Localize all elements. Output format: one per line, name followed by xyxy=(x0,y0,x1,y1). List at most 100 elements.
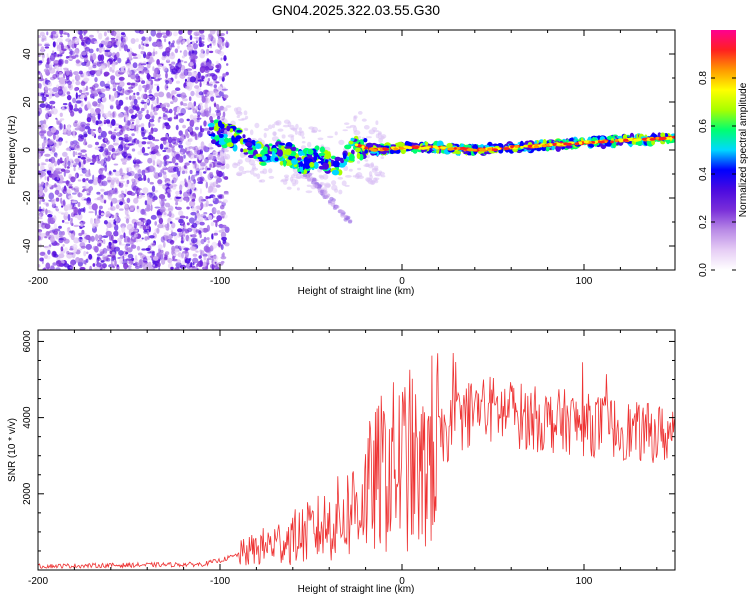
heatmap-noise-cell xyxy=(167,136,173,144)
heatmap-branch-cell xyxy=(340,209,345,214)
heatmap-noise-cell xyxy=(164,38,167,43)
heatmap-noise-cell xyxy=(197,215,204,222)
heatmap-noise-cell xyxy=(134,166,140,171)
heatmap-noise-cell xyxy=(100,251,105,255)
heatmap-noise-cell xyxy=(58,119,63,123)
heatmap-noise-cell xyxy=(221,76,225,82)
heatmap-noise-cell xyxy=(177,252,183,258)
heatmap-noise-cell xyxy=(131,257,135,261)
heatmap-noise-cell xyxy=(141,131,145,138)
heatmap-noise-cell xyxy=(104,137,108,142)
heatmap-noise-cell xyxy=(152,198,155,202)
heatmap-noise-cell xyxy=(162,234,169,241)
heatmap-noise-cell xyxy=(67,40,73,47)
heatmap-noise-cell xyxy=(101,263,107,269)
heatmap-haze-cell xyxy=(238,166,245,172)
heatmap-noise-cell xyxy=(70,212,76,218)
heatmap-noise-cell xyxy=(172,40,175,44)
heatmap-noise-cell xyxy=(209,106,212,114)
heatmap-noise-cell xyxy=(132,236,135,240)
y-tick-label: 40 xyxy=(22,48,33,60)
heatmap-peak-cell xyxy=(470,148,478,152)
heatmap-noise-cell xyxy=(38,186,44,191)
heatmap-noise-cell xyxy=(205,200,209,207)
heatmap-noise-cell xyxy=(140,128,147,135)
heatmap-noise-cell xyxy=(91,116,97,122)
heatmap-noise-cell xyxy=(141,146,146,154)
heatmap-noise-cell xyxy=(111,69,115,73)
heatmap-noise-cell xyxy=(178,144,180,148)
heatmap-noise-cell xyxy=(157,77,162,81)
heatmap-noise-cell xyxy=(188,160,192,163)
heatmap-haze-cell xyxy=(307,141,312,148)
heatmap-noise-cell xyxy=(171,222,176,229)
heatmap-noise-cell xyxy=(38,71,41,74)
heatmap-noise-cell xyxy=(138,44,141,50)
heatmap-noise-cell xyxy=(198,104,204,109)
heatmap-noise-cell xyxy=(157,244,163,250)
heatmap-noise-cell xyxy=(62,103,68,106)
heatmap-noise-cell xyxy=(157,223,164,229)
heatmap-peak-cell xyxy=(487,147,493,151)
heatmap-noise-cell xyxy=(163,232,169,236)
heatmap-noise-cell xyxy=(55,197,60,202)
heatmap-noise-cell xyxy=(113,177,120,183)
heatmap-noise-cell xyxy=(128,86,134,90)
heatmap-peak-cell xyxy=(466,148,473,152)
heatmap-signal-cell xyxy=(268,143,273,147)
heatmap-noise-cell xyxy=(73,207,79,214)
heatmap-noise-cell xyxy=(77,75,81,81)
heatmap-noise-cell xyxy=(64,247,68,252)
heatmap-noise-cell xyxy=(123,44,128,52)
heatmap-noise-cell xyxy=(224,41,230,48)
x-tick-label: 100 xyxy=(576,576,593,587)
heatmap-noise-cell xyxy=(208,185,214,192)
heatmap-noise-cell xyxy=(128,136,132,142)
heatmap-noise-cell xyxy=(175,92,182,95)
heatmap-noise-cell xyxy=(110,131,117,136)
heatmap-haze-cell xyxy=(322,173,329,180)
heatmap-noise-cell xyxy=(109,170,112,175)
heatmap-peak-cell xyxy=(578,141,583,145)
heatmap-noise-cell xyxy=(136,110,143,114)
heatmap-noise-cell xyxy=(144,200,148,206)
heatmap-noise-cell xyxy=(50,156,56,164)
heatmap-noise-cell xyxy=(179,73,186,79)
heatmap-noise-cell xyxy=(156,41,163,47)
heatmap-noise-cell xyxy=(199,108,205,113)
heatmap-noise-cell xyxy=(164,224,170,228)
heatmap-noise-cell xyxy=(178,113,185,116)
heatmap-haze-cell xyxy=(238,118,245,121)
heatmap-noise-cell xyxy=(64,59,69,64)
heatmap-noise-cell xyxy=(113,230,119,237)
heatmap-noise-cell xyxy=(77,155,82,159)
heatmap-noise-cell xyxy=(60,168,66,172)
heatmap-branch-cell xyxy=(335,205,340,209)
x-tick-label: 0 xyxy=(399,576,405,587)
heatmap-noise-cell xyxy=(186,81,192,87)
heatmap-haze-cell xyxy=(341,180,347,186)
heatmap-noise-cell xyxy=(184,178,187,183)
heatmap-noise-cell xyxy=(68,195,73,200)
heatmap-peak-cell xyxy=(453,147,457,150)
heatmap-noise-cell xyxy=(109,86,114,89)
heatmap-noise-cell xyxy=(162,66,168,72)
x-tick-label: 0 xyxy=(399,276,405,287)
heatmap-haze-cell xyxy=(267,124,273,130)
heatmap-haze-cell xyxy=(353,116,357,122)
heatmap-noise-cell xyxy=(60,233,65,236)
heatmap-noise-cell xyxy=(174,111,177,116)
heatmap-noise-cell xyxy=(104,49,111,53)
heatmap-noise-cell xyxy=(192,253,198,257)
heatmap-noise-cell xyxy=(78,191,81,198)
heatmap-noise-cell xyxy=(191,237,198,244)
heatmap-noise-cell xyxy=(212,195,216,202)
heatmap-noise-cell xyxy=(50,227,56,230)
heatmap-noise-cell xyxy=(214,49,220,54)
heatmap-noise-cell xyxy=(67,227,71,230)
heatmap-noise-cell xyxy=(210,221,215,227)
heatmap-noise-cell xyxy=(99,188,105,192)
heatmap-noise-cell xyxy=(214,175,220,179)
heatmap-noise-cell xyxy=(84,153,88,157)
heatmap-noise-cell xyxy=(64,106,67,109)
